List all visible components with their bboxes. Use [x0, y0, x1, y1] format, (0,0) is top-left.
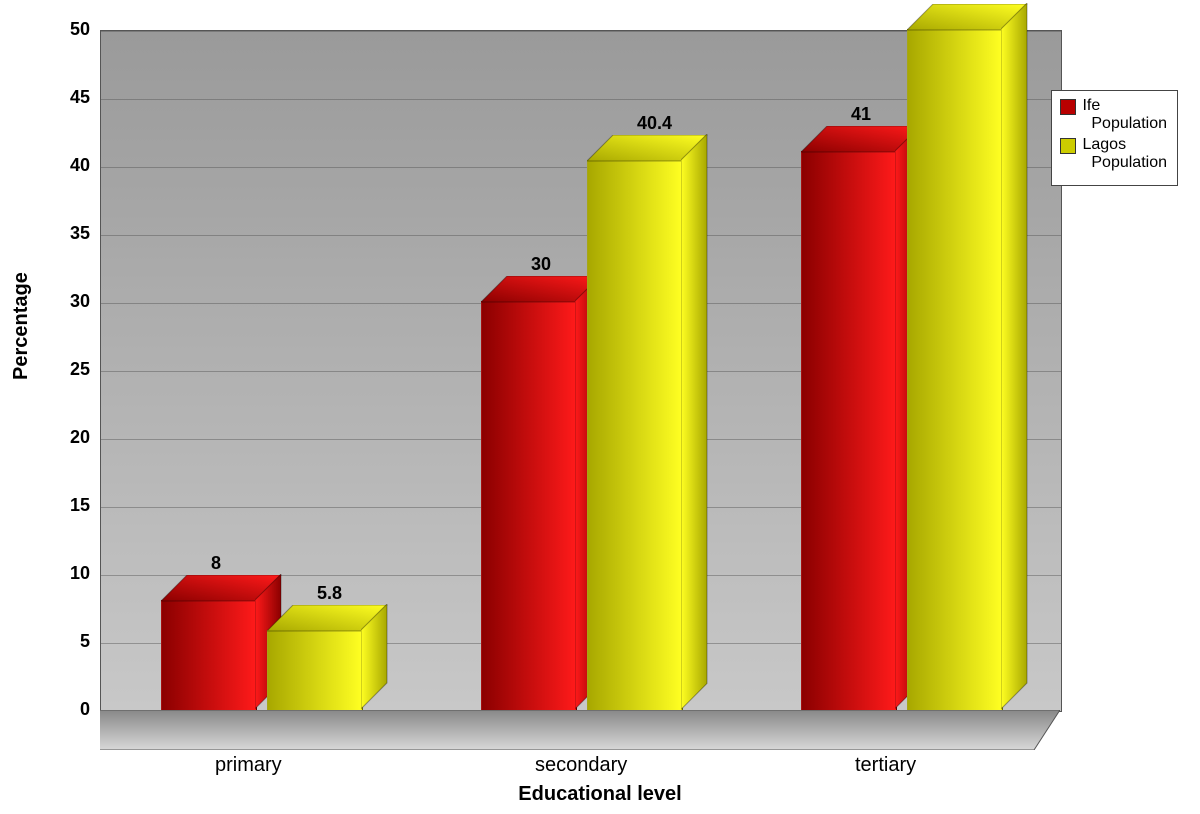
- bar: [587, 160, 683, 711]
- bar: [801, 151, 897, 711]
- y-tick-label: 35: [50, 223, 90, 244]
- y-tick-label: 10: [50, 563, 90, 584]
- x-axis-label: Educational level: [518, 783, 681, 806]
- y-tick-label: 30: [50, 291, 90, 312]
- chart-floor: [100, 710, 1060, 750]
- legend-swatch-lagos: [1060, 138, 1076, 154]
- chart-container: 85.83040.44150 Percentage Educational le…: [0, 0, 1200, 814]
- y-tick-label: 50: [50, 19, 90, 40]
- y-tick-label: 45: [50, 87, 90, 108]
- legend-text-lagos: Lagos Population: [1082, 136, 1167, 173]
- legend-lagos-line2: Population: [1091, 154, 1167, 171]
- bar: [481, 301, 577, 711]
- legend-ife-line2: Population: [1091, 115, 1167, 132]
- bar-side: [1001, 3, 1029, 711]
- data-label: 40.4: [637, 113, 672, 134]
- legend-text-ife: Ife Population: [1082, 97, 1167, 134]
- x-tick-label: tertiary: [855, 754, 916, 777]
- legend-item-ife: Ife Population: [1060, 97, 1167, 134]
- data-label: 50: [957, 0, 977, 3]
- y-tick-label: 5: [50, 631, 90, 652]
- data-label: 5.8: [317, 583, 342, 604]
- legend: Ife Population Lagos Population: [1051, 90, 1178, 186]
- y-tick-label: 25: [50, 359, 90, 380]
- y-tick-label: 40: [50, 155, 90, 176]
- bar: [907, 29, 1003, 711]
- data-label: 30: [531, 254, 551, 275]
- data-label: 8: [211, 553, 221, 574]
- legend-swatch-ife: [1060, 99, 1076, 115]
- x-tick-label: primary: [215, 754, 282, 777]
- bar: [161, 600, 257, 711]
- y-tick-label: 20: [50, 427, 90, 448]
- legend-item-lagos: Lagos Population: [1060, 136, 1167, 173]
- bar-side: [361, 604, 389, 711]
- bar: [267, 630, 363, 711]
- y-tick-label: 0: [50, 699, 90, 720]
- legend-ife-line1: Ife: [1082, 97, 1100, 114]
- legend-lagos-line1: Lagos: [1082, 136, 1126, 153]
- y-tick-label: 15: [50, 495, 90, 516]
- y-axis-label: Percentage: [10, 272, 33, 380]
- x-tick-label: secondary: [535, 754, 627, 777]
- data-label: 41: [851, 104, 871, 125]
- plot-area: 85.83040.44150: [100, 30, 1062, 712]
- bar-side: [681, 134, 709, 711]
